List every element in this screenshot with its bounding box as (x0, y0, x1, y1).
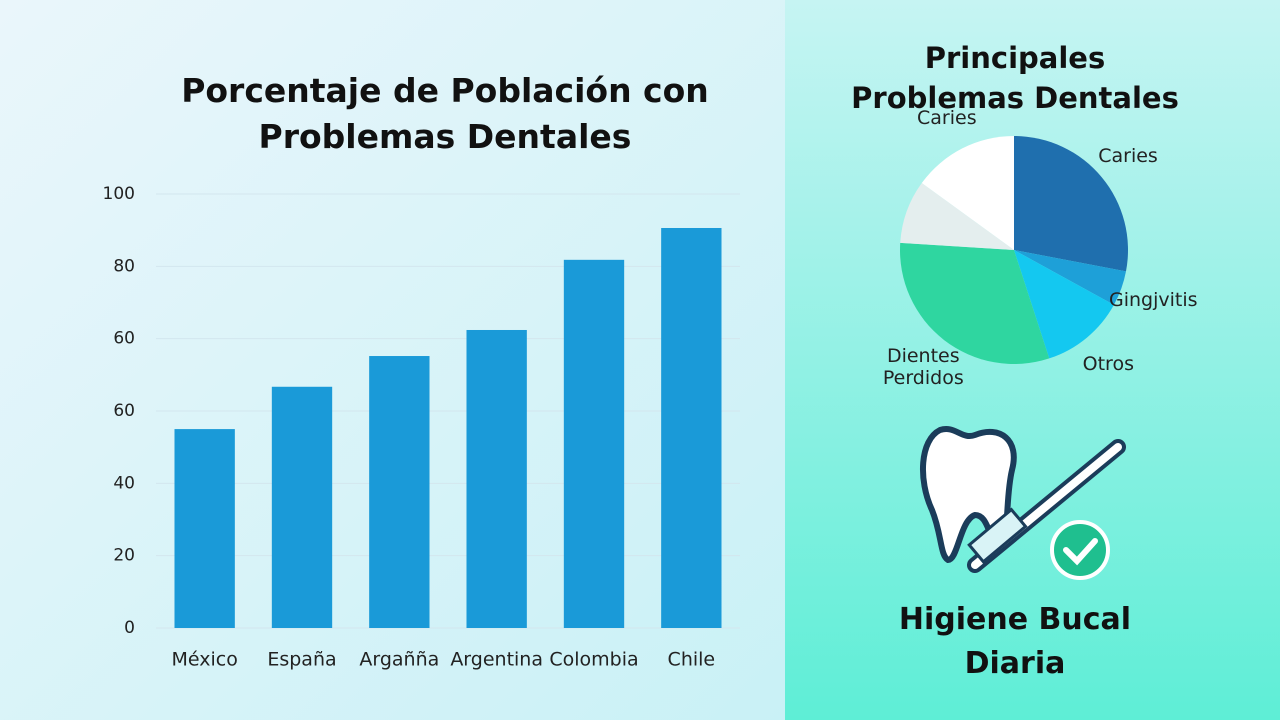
x-tick-label: Colombia (549, 649, 638, 671)
pie-label: Dientes Perdidos (882, 344, 964, 389)
y-tick-label: 20 (113, 546, 135, 566)
pie-slice (900, 182, 1014, 250)
y-tick-label: 100 (103, 184, 135, 204)
pie-label: Otros (1082, 353, 1134, 376)
y-tick-label: 60 (113, 329, 135, 349)
y-tick-label: 80 (113, 256, 135, 276)
x-tick-label: Argañña (359, 649, 439, 671)
bar (466, 329, 527, 628)
bar (271, 386, 333, 628)
bar-title: Porcentaje de Población con Problemas De… (181, 71, 709, 156)
pie-label: Caries (1098, 144, 1158, 167)
caption: Higiene Bucal Diaria (898, 602, 1132, 681)
pie-slice (1014, 250, 1126, 305)
pie-slice (900, 242, 1050, 364)
bar (369, 356, 430, 628)
y-tick-label: 60 (113, 401, 135, 421)
y-tick-label: 40 (113, 473, 135, 493)
y-tick-label: 0 (124, 618, 135, 638)
pie-slice (1014, 136, 1128, 272)
pie-title: Principales Problemas Dentales (851, 41, 1179, 115)
x-tick-label: Argentina (450, 649, 543, 671)
pie-slice (921, 136, 1014, 250)
tooth-icon (920, 425, 1126, 580)
x-tick-label: Chile (668, 649, 716, 671)
bar (661, 227, 722, 628)
bar (563, 259, 625, 628)
pie-label: Caries (917, 107, 977, 130)
x-tick-label: México (171, 649, 237, 671)
x-tick-label: España (267, 649, 336, 671)
pie-label: Gingjvitis (1108, 289, 1198, 312)
pie-slice (1014, 250, 1114, 359)
bar (174, 429, 235, 628)
